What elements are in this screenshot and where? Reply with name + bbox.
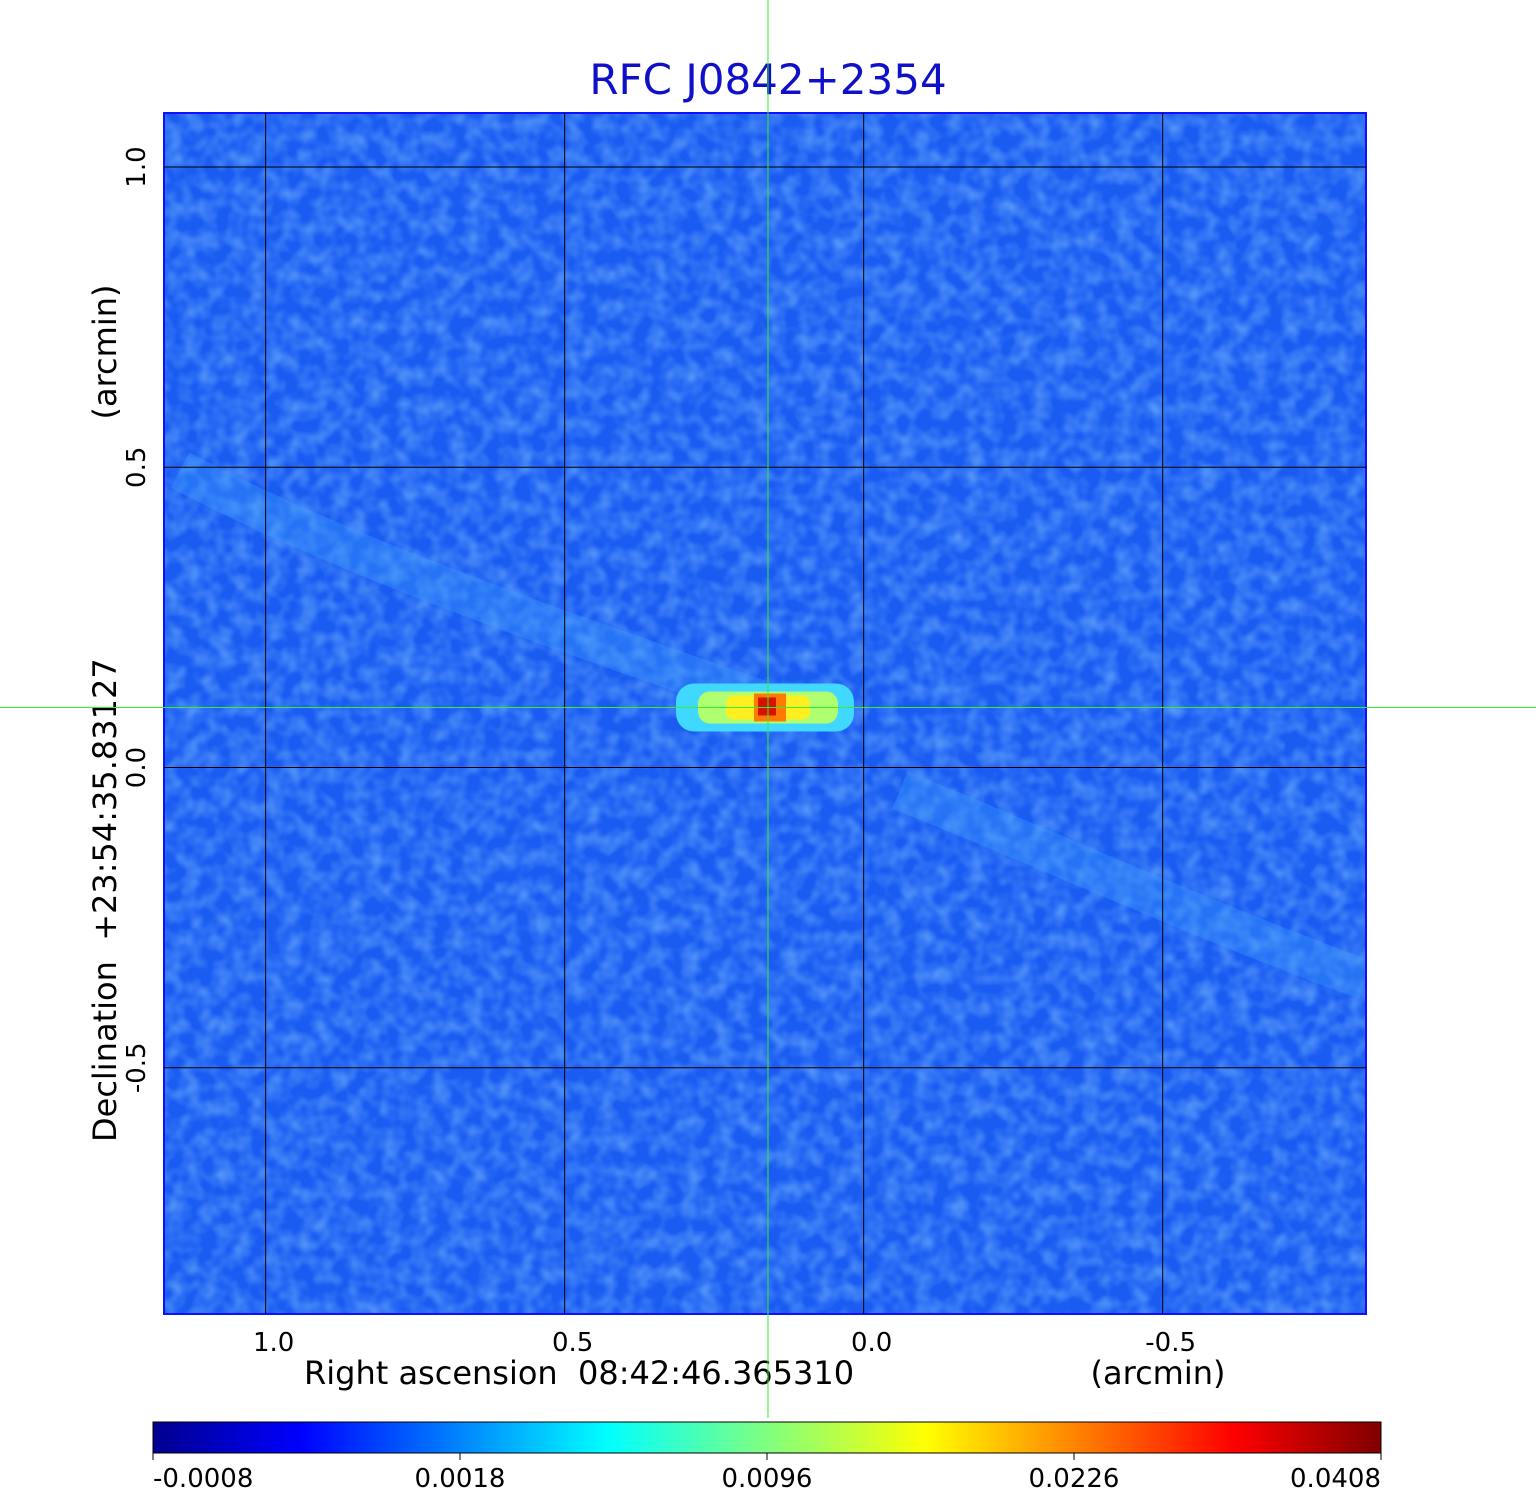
x-tick-label: 1.0 <box>253 1328 294 1358</box>
colorbar-tick-label: 0.0408 <box>1290 1464 1381 1494</box>
heatmap-area <box>163 112 1367 1315</box>
crosshair <box>0 0 1536 1418</box>
x-tick-labels: 1.0 0.5 0.0 -0.5 <box>253 1328 1196 1358</box>
x-tick-label: 0.0 <box>851 1328 892 1358</box>
y-tick-label: 0.0 <box>122 747 152 788</box>
colorbar-tick-label: -0.0008 <box>153 1464 253 1494</box>
y-axis-label: Declination +23:54:35.83127 <box>86 658 124 1142</box>
colorbar-tick-label: 0.0096 <box>722 1464 813 1494</box>
y-tick-label: -0.5 <box>122 1042 152 1093</box>
y-tick-label: 0.5 <box>122 447 152 488</box>
x-axis-unit: (arcmin) <box>1091 1354 1226 1392</box>
x-axis-label: Right ascension 08:42:46.365310 <box>304 1354 854 1392</box>
sidelobes <box>170 452 1366 999</box>
y-axis-unit: (arcmin) <box>86 285 124 420</box>
x-tick-label: -0.5 <box>1145 1328 1196 1358</box>
x-tick-label: 0.5 <box>552 1328 593 1358</box>
colorbar-ticks: -0.0008 0.0018 0.0096 0.0226 0.0408 <box>152 1453 1382 1494</box>
grid-lines <box>164 113 1366 1314</box>
y-tick-label: 1.0 <box>122 146 152 187</box>
colorbar: -0.0008 0.0018 0.0096 0.0226 0.0408 <box>152 1421 1382 1494</box>
colorbar-tick-label: 0.0226 <box>1029 1464 1120 1494</box>
source-peak <box>757 697 776 716</box>
y-tick-labels: 1.0 0.5 0.0 -0.5 <box>122 146 152 1093</box>
plot-frame <box>163 112 1367 1315</box>
colorbar-gradient <box>152 1421 1382 1454</box>
colorbar-tick-label: 0.0018 <box>415 1464 506 1494</box>
